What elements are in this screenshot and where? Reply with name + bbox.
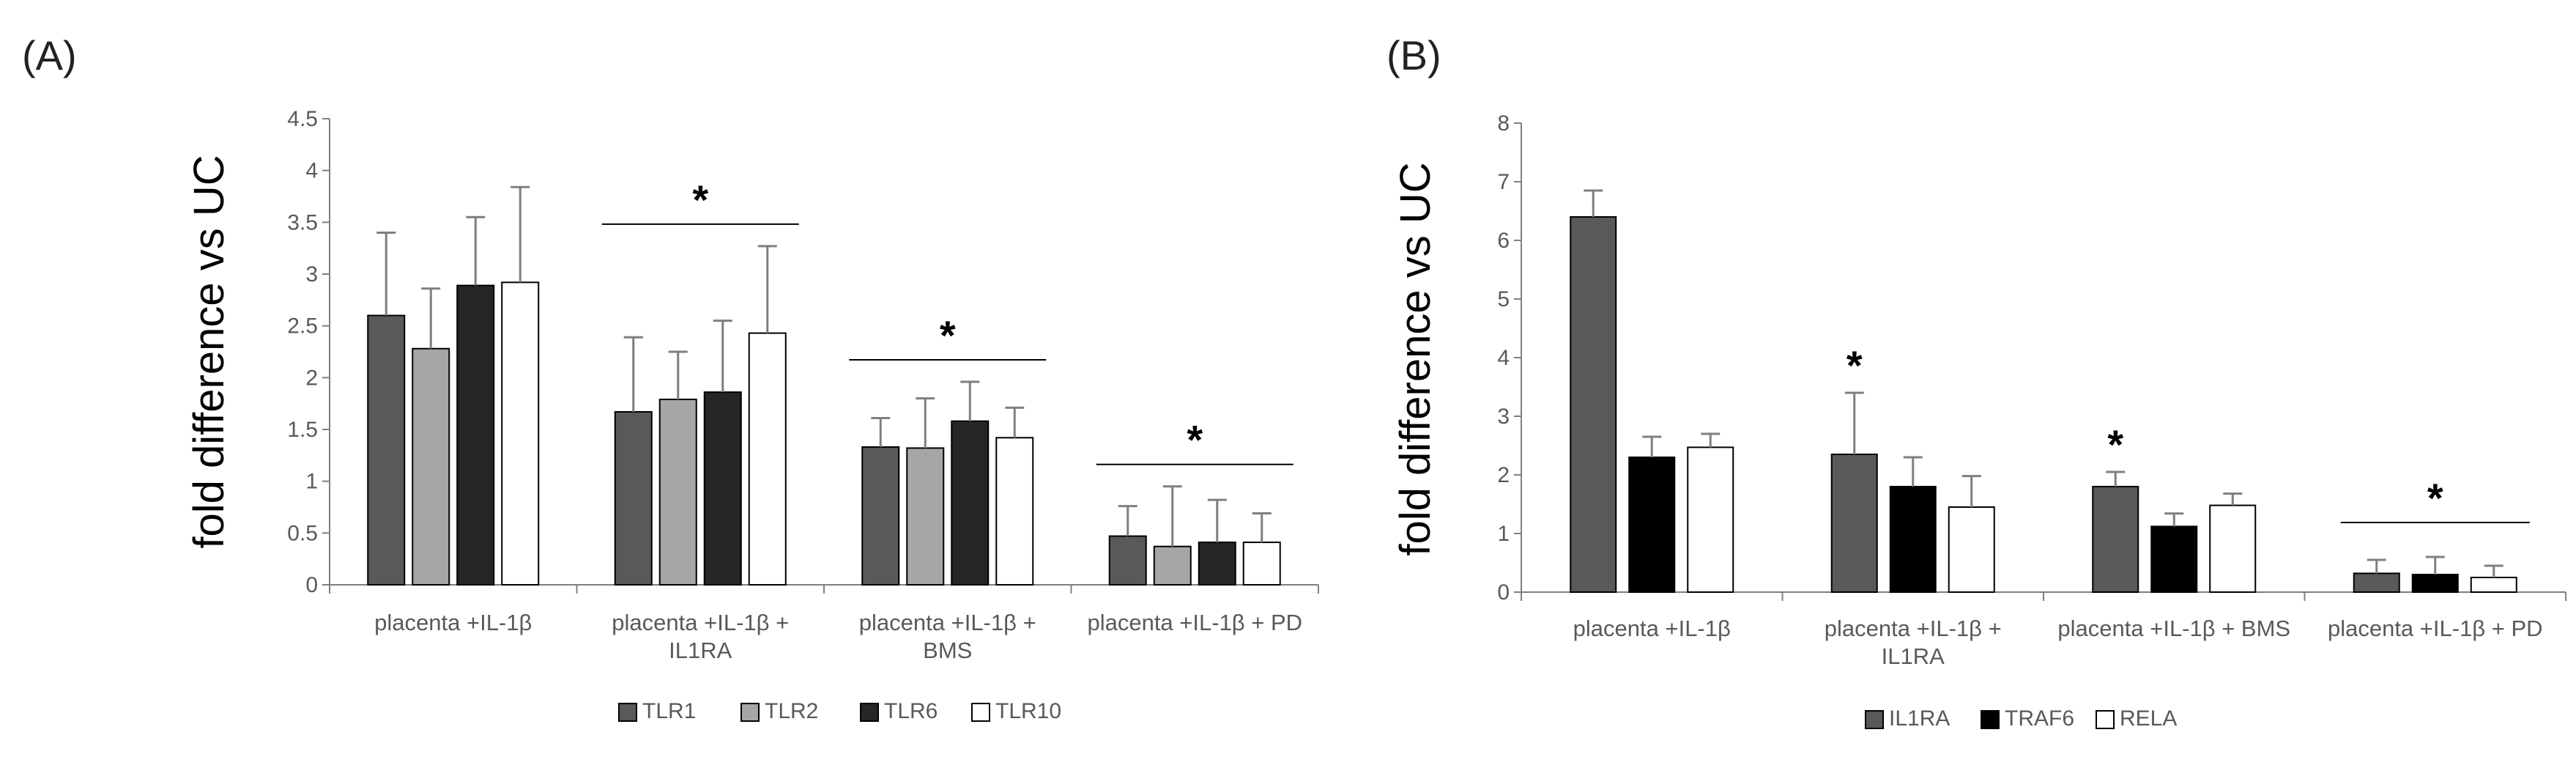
bar-rela [1687, 446, 1734, 594]
significance-star: * [692, 177, 708, 223]
significance-star: * [2427, 475, 2443, 521]
significance-star: * [2107, 421, 2123, 468]
y-tick-label: 2 [305, 366, 318, 390]
legend-label: TLR1 [642, 699, 696, 723]
bar-tlr2 [412, 347, 450, 586]
bar-tlr10 [1242, 542, 1281, 586]
y-tick-label: 4 [305, 159, 318, 183]
y-tick-label: 8 [1497, 111, 1510, 136]
bar-tlr6 [1198, 542, 1236, 586]
bar-rela [2209, 504, 2257, 593]
y-tick-label: 1 [1497, 522, 1510, 546]
significance-star: * [1187, 417, 1203, 463]
y-axis-title: fold difference vs UC [1392, 162, 1439, 555]
legend-swatch-tlr2 [740, 703, 760, 722]
legend-swatch-tlr1 [618, 703, 637, 722]
y-tick-label: 4.5 [287, 107, 318, 131]
bar-tlr6 [951, 420, 990, 586]
y-tick-label: 6 [1497, 229, 1510, 253]
y-tick-label: 0 [1497, 580, 1510, 605]
y-tick-label: 1 [305, 470, 318, 494]
bar-tlr2 [1153, 545, 1192, 586]
bar-tlr1 [861, 446, 900, 586]
y-tick-label: 7 [1497, 170, 1510, 194]
bar-tlr2 [906, 447, 945, 586]
bar-tlr6 [456, 284, 495, 586]
x-category-label: placenta +IL-1β [374, 610, 532, 635]
legend-swatch-rela [2096, 710, 2115, 729]
chart-panel-b: (B) fold difference vs UC 0 1 2 3 4 5 6 7 8 placent… [1387, 32, 2566, 731]
bar-tlr6 [703, 391, 742, 586]
x-category-label: placenta +IL-1β [1573, 616, 1731, 641]
chart-panel-a: (A) fold difference vs UC 0 0.5 1 1.5 2 2.5 3 3.5… [22, 32, 1319, 723]
bar-traf6 [2411, 574, 2459, 593]
panel-label: (B) [1387, 32, 1441, 78]
bar-il1ra [2092, 486, 2139, 593]
legend-swatch-il1ra [1865, 710, 1884, 729]
legend-label: TRAF6 [2005, 706, 2074, 731]
y-tick-label: 5 [1497, 287, 1510, 311]
bar-rela [2470, 577, 2517, 593]
y-tick-label: 3.5 [287, 210, 318, 235]
y-tick-label: 0.5 [287, 521, 318, 545]
legend-label: RELA [2120, 706, 2177, 731]
legend-swatch-tlr10 [971, 703, 990, 722]
significance-star: * [940, 312, 956, 358]
panel-label: (A) [22, 32, 77, 78]
y-tick-label: 3 [1497, 405, 1510, 429]
x-category-label: placenta +IL-1β + [612, 610, 789, 635]
legend-label: TLR6 [884, 699, 938, 723]
bar-tlr2 [658, 399, 697, 586]
bar-il1ra [1570, 216, 1617, 593]
bar-tlr10 [501, 281, 540, 586]
y-tick-label: 4 [1497, 346, 1510, 370]
bar-tlr10 [995, 437, 1034, 586]
bar-tlr1 [614, 410, 653, 586]
y-tick-label: 1.5 [287, 418, 318, 442]
bar-il1ra [2353, 572, 2400, 594]
x-category-label: placenta +IL-1β + [1825, 616, 2002, 641]
x-category-label: placenta +IL-1β + [859, 610, 1036, 635]
x-category-label: BMS [923, 638, 972, 663]
bar-il1ra [1830, 454, 1878, 593]
legend-label: TLR10 [995, 699, 1061, 723]
x-category-label: placenta +IL-1β + PD [1087, 610, 1302, 635]
significance-star: * [1846, 342, 1863, 388]
y-tick-label: 3 [305, 262, 318, 287]
bar-tlr1 [367, 314, 406, 586]
x-category-label: placenta +IL-1β + BMS [2057, 616, 2290, 641]
legend-swatch-traf6 [1981, 710, 2000, 729]
legend-label: IL1RA [1889, 706, 1950, 731]
y-axis-title: fold difference vs UC [185, 155, 233, 548]
y-tick-label: 2 [1497, 463, 1510, 487]
bar-traf6 [1628, 457, 1676, 593]
bar-rela [1948, 506, 1995, 593]
x-category-label: placenta +IL-1β + PD [2328, 616, 2543, 641]
legend-label: TLR2 [765, 699, 818, 723]
x-category-label: IL1RA [669, 638, 732, 663]
legend-swatch-tlr6 [860, 703, 879, 722]
x-category-label: IL1RA [1882, 643, 1945, 669]
y-tick-label: 2.5 [287, 314, 318, 339]
bar-traf6 [1889, 486, 1937, 593]
bar-tlr1 [1108, 535, 1147, 586]
bar-tlr10 [748, 332, 787, 586]
bar-traf6 [2150, 525, 2198, 594]
y-tick-label: 0 [305, 573, 318, 597]
